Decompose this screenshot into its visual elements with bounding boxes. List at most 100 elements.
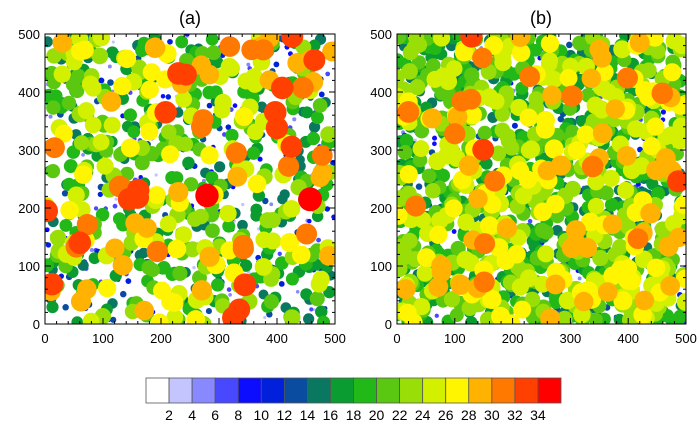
data-point [640, 203, 661, 224]
x-tick-label: 100 [444, 331, 466, 346]
data-point [425, 183, 441, 199]
panel-a-points [45, 34, 335, 324]
data-point [589, 39, 610, 60]
data-point [205, 171, 219, 184]
data-point [613, 40, 632, 59]
data-point [239, 259, 253, 272]
colorbar-swatch [376, 377, 401, 404]
data-point [439, 72, 458, 91]
data-point [277, 155, 300, 177]
colorbar-swatch [537, 377, 562, 404]
data-point [45, 258, 54, 273]
data-point [227, 166, 248, 187]
data-point [660, 276, 680, 296]
data-point [84, 116, 102, 134]
data-point [97, 191, 103, 197]
panel-a-frame [44, 33, 336, 325]
data-point [449, 308, 464, 323]
data-point [511, 43, 531, 62]
data-point [280, 135, 303, 158]
x-tick-label: 200 [150, 331, 172, 346]
data-point [226, 287, 232, 292]
y-tick-label: 0 [33, 317, 40, 332]
data-point [92, 34, 111, 47]
data-point [259, 212, 276, 229]
colorbar: 2 4 6 8 10 12 14 16 18 20 22 24 26 28 30 32 34 [145, 377, 562, 423]
colorbar-label: 4 [188, 407, 196, 423]
data-point [464, 67, 480, 83]
data-point [318, 245, 335, 266]
data-point [479, 216, 499, 236]
data-point [397, 53, 405, 67]
colorbar-swatch [237, 377, 262, 404]
data-point [269, 202, 274, 207]
data-point [415, 183, 423, 190]
data-point [667, 170, 686, 193]
data-point [576, 125, 595, 144]
data-point [311, 111, 324, 125]
data-point [120, 290, 127, 298]
data-point [168, 181, 189, 203]
data-point [278, 280, 285, 287]
data-point [295, 289, 300, 294]
data-point [54, 124, 73, 143]
data-point [190, 116, 213, 138]
colorbar-swatch [330, 377, 354, 404]
data-point [587, 173, 605, 191]
data-point [280, 233, 300, 253]
data-point [581, 68, 602, 89]
data-point [46, 300, 59, 314]
data-point [322, 41, 335, 62]
data-point [174, 226, 193, 244]
data-point [633, 305, 652, 324]
data-point [617, 181, 635, 199]
data-point [206, 102, 213, 109]
data-point [88, 252, 101, 265]
colorbar-label: 30 [484, 407, 500, 423]
x-tick-label: 300 [560, 331, 582, 346]
data-point [457, 213, 475, 231]
data-point [315, 305, 328, 319]
data-point [444, 199, 463, 218]
data-point [199, 246, 220, 267]
data-point [534, 222, 550, 238]
colorbar-swatch [214, 377, 239, 404]
data-point [98, 278, 117, 298]
y-tick-label: 300 [370, 143, 392, 158]
data-point [660, 109, 667, 115]
data-point [451, 90, 473, 112]
data-point [214, 93, 232, 112]
data-point [566, 41, 573, 49]
colorbar-swatch [306, 377, 331, 404]
data-point [550, 155, 572, 176]
data-point [561, 85, 583, 107]
data-point [270, 76, 294, 100]
data-point [291, 76, 314, 99]
data-point [581, 155, 604, 178]
colorbar-label: 34 [530, 407, 546, 423]
data-point [164, 293, 184, 312]
data-point [519, 108, 538, 127]
data-point [71, 316, 84, 324]
data-point [233, 273, 257, 297]
data-point [468, 189, 488, 209]
data-point [407, 34, 425, 46]
data-point [414, 123, 430, 139]
data-point [312, 163, 333, 184]
data-point [107, 64, 112, 69]
data-point [220, 57, 239, 76]
data-point [434, 313, 439, 318]
data-point [93, 206, 99, 211]
y-tick-label: 500 [18, 27, 40, 42]
data-point [318, 91, 325, 98]
colorbar-swatch [514, 377, 539, 404]
data-point [277, 193, 288, 205]
colorbar-swatch [353, 377, 377, 404]
data-point [245, 68, 263, 86]
x-tick-label: 500 [324, 331, 346, 346]
data-point [95, 207, 110, 222]
data-point [45, 199, 59, 223]
data-point [574, 291, 594, 312]
data-point [154, 173, 158, 177]
